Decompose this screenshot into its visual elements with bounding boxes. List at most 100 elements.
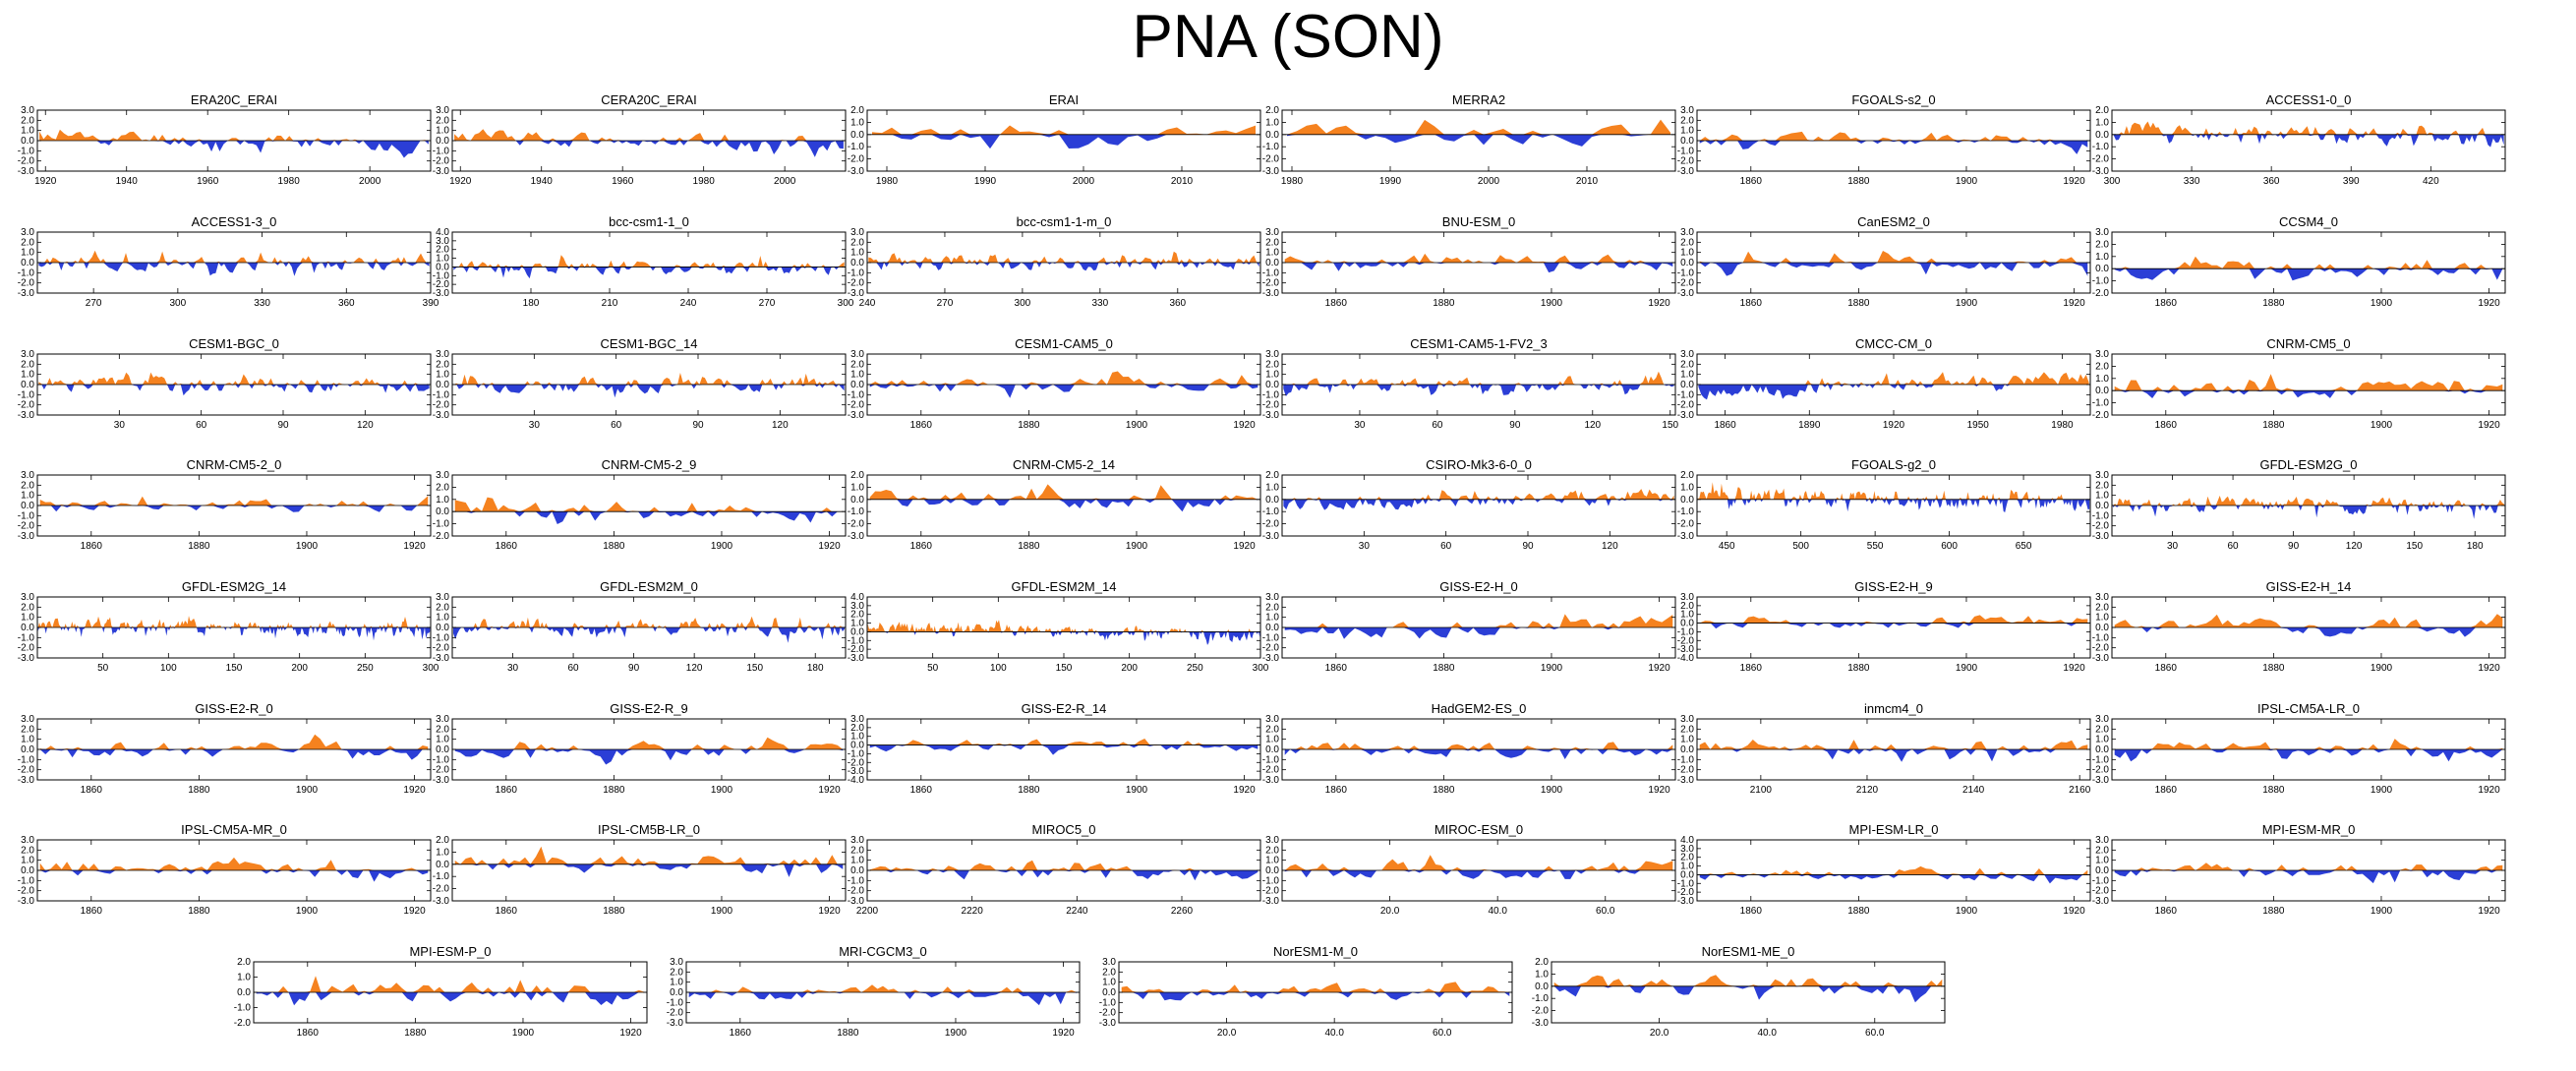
x-tick-label: 30 [114, 420, 126, 431]
x-tick-label: 30 [1354, 420, 1366, 431]
x-tick-label: 20.0 [1217, 1028, 1237, 1039]
x-tick-label: 1940 [116, 176, 139, 187]
panel-title: CNRM-CM5-2_9 [602, 457, 697, 472]
y-tick-label: 0.0 [850, 130, 864, 141]
negative-anomaly-area [1697, 499, 2090, 512]
page-title: PNA (SON) [1132, 3, 1444, 71]
x-tick-label: 300 [170, 298, 187, 309]
x-tick-label: 270 [86, 298, 102, 309]
y-tick-label: 2.0 [436, 245, 449, 256]
y-tick-label: 3.0 [21, 227, 34, 238]
y-tick-label: 2.0 [670, 967, 683, 978]
x-tick-label: 120 [1584, 420, 1601, 431]
panel-title: FGOALS-g2_0 [1851, 457, 1936, 472]
y-tick-label: 2.0 [21, 115, 34, 126]
x-tick-label: 1860 [1740, 298, 1763, 309]
y-tick-label: 0.0 [1680, 136, 1694, 147]
negative-anomaly-area [2114, 268, 2503, 281]
y-tick-label: 1.0 [436, 735, 449, 745]
y-tick-label: 2.0 [1102, 967, 1116, 978]
y-tick-label: -2.0 [1677, 765, 1695, 776]
plot-frame [2111, 109, 2506, 172]
panel-title: CNRM-CM5-2_0 [187, 457, 282, 472]
x-tick-label: 20.0 [1380, 906, 1400, 917]
x-tick-label: 180 [807, 663, 824, 674]
y-tick-label: 0.0 [436, 623, 449, 633]
x-tick-label: 1860 [1325, 663, 1348, 674]
y-tick-label: -2.0 [1099, 1008, 1117, 1019]
panel-title: GISS-E2-R_14 [1022, 701, 1107, 716]
panel-title: IPSL-CM5A-LR_0 [2257, 701, 2360, 716]
x-tick-label: 100 [990, 663, 1007, 674]
y-tick-label: -1.0 [1262, 632, 1280, 643]
negative-anomaly-area [1121, 992, 1510, 1001]
y-tick-label: 1.0 [1265, 735, 1279, 745]
y-tick-label: -1.0 [667, 997, 684, 1008]
y-tick-label: -3.0 [18, 653, 35, 664]
positive-anomaly-area [1697, 482, 2090, 500]
x-tick-label: 1920 [2063, 298, 2085, 309]
panel-title: GISS-E2-H_14 [2266, 579, 2352, 594]
positive-anomaly-area [39, 857, 429, 870]
x-tick-label: 1880 [2262, 785, 2285, 796]
y-tick-label: -2.0 [2092, 521, 2110, 532]
y-tick-label: -3.0 [433, 288, 450, 299]
chart-panel-23: FGOALS-g2_0 2.01.0 0.0-1.0 -2.0-3.0 450 500 55… [1677, 457, 2091, 552]
y-tick-label: 2.0 [1680, 470, 1694, 481]
x-tick-label: 1920 [818, 541, 841, 552]
y-tick-label: 3.0 [2095, 470, 2109, 481]
negative-anomaly-area [454, 863, 844, 877]
x-tick-label: 1900 [2371, 298, 2393, 309]
chart-panel-21: CNRM-CM5-2_14 2.01.0 0.0-1.0 -2.0-3.0 1860 18… [848, 457, 1261, 552]
y-tick-label: 3.0 [2095, 714, 2109, 725]
x-tick-label: 1920 [449, 176, 472, 187]
y-tick-label: -1.0 [433, 519, 450, 530]
panel-title: CERA20C_ERAI [601, 92, 697, 107]
y-tick-label: 0.0 [2095, 623, 2109, 633]
y-tick-label: 1.0 [21, 491, 34, 502]
y-tick-label: 0.0 [1265, 495, 1279, 506]
y-tick-label: 0.0 [1680, 495, 1694, 506]
x-tick-label: 2120 [1856, 785, 1879, 796]
y-tick-label: -1.0 [433, 871, 450, 882]
x-tick-label: 1860 [2155, 906, 2178, 917]
y-tick-label: 0.0 [1265, 258, 1279, 268]
panel-title: CESM1-CAM5-1-FV2_3 [1410, 336, 1547, 351]
x-tick-label: 1860 [1740, 663, 1763, 674]
plot-frame [1696, 596, 2091, 659]
y-tick-label: -1.0 [18, 510, 35, 521]
y-tick-label: -1.0 [433, 632, 450, 643]
y-tick-label: -2.0 [18, 643, 35, 654]
chart-panel-9: bcc-csm1-1-m_0 3.02.01.00.0-1.0-2.0-3.024… [848, 214, 1261, 309]
y-tick-label: 2.0 [1680, 601, 1694, 612]
x-tick-label: 1880 [603, 785, 625, 796]
y-tick-label: -2.0 [848, 757, 865, 768]
y-tick-label: -2.0 [1262, 154, 1280, 165]
positive-anomaly-area [454, 497, 844, 512]
negative-anomaly-area [453, 267, 845, 279]
x-tick-label: 60 [1432, 420, 1443, 431]
y-tick-label: -2.0 [18, 400, 35, 411]
y-tick-label: 1.0 [436, 370, 449, 381]
y-tick-label: 0.0 [1680, 744, 1694, 755]
x-tick-label: 1880 [837, 1028, 859, 1039]
y-tick-label: -2.0 [1677, 400, 1695, 411]
y-tick-label: -3.0 [1677, 896, 1695, 907]
chart-panel-31: GISS-E2-R_0 3.02.01.00.0-1.0-2.0-3.0 1860 1… [18, 701, 432, 796]
y-tick-label: 1.0 [436, 126, 449, 137]
y-tick-label: 3.0 [21, 105, 34, 116]
x-tick-label: 120 [2346, 541, 2363, 552]
chart-panel-13: CESM1-BGC_0 3.02.01.00.0-1.0-2.0-3.0 30 60 9… [18, 336, 432, 431]
positive-anomaly-area [1121, 982, 1510, 992]
y-tick-label: 1.0 [850, 117, 864, 128]
y-tick-label: 0.0 [850, 380, 864, 390]
negative-anomaly-area [1699, 874, 2088, 884]
y-tick-label: -3.0 [1262, 166, 1280, 177]
plot-frame [1281, 109, 1676, 172]
chart-panel-16: CESM1-CAM5-1-FV2_3 3.02.01.00.0-1.0-2.0-3… [1262, 336, 1679, 431]
panel-title: GISS-E2-R_0 [195, 701, 272, 716]
